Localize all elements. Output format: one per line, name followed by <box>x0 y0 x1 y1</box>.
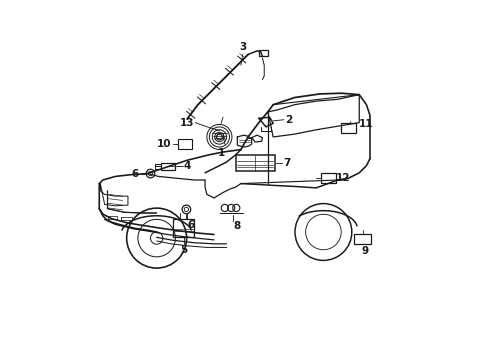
Text: 1: 1 <box>217 148 224 158</box>
Bar <box>172 219 194 237</box>
Bar <box>353 234 370 244</box>
Text: 5: 5 <box>180 244 187 255</box>
Text: 9: 9 <box>360 246 367 256</box>
Bar <box>155 163 161 169</box>
Text: 7: 7 <box>283 158 290 168</box>
Bar <box>178 139 191 149</box>
Text: 13: 13 <box>180 118 194 128</box>
Text: 6: 6 <box>132 168 139 179</box>
Bar <box>320 173 335 183</box>
Bar <box>235 155 274 171</box>
Bar <box>258 50 267 56</box>
Text: 8: 8 <box>233 221 241 231</box>
Text: 2: 2 <box>285 115 292 125</box>
Text: 10: 10 <box>157 139 171 149</box>
Text: 12: 12 <box>336 173 350 183</box>
Text: 6: 6 <box>187 220 194 230</box>
Text: 4: 4 <box>183 161 190 171</box>
Text: 3: 3 <box>239 42 246 52</box>
Bar <box>341 123 356 134</box>
Text: 11: 11 <box>359 119 373 129</box>
